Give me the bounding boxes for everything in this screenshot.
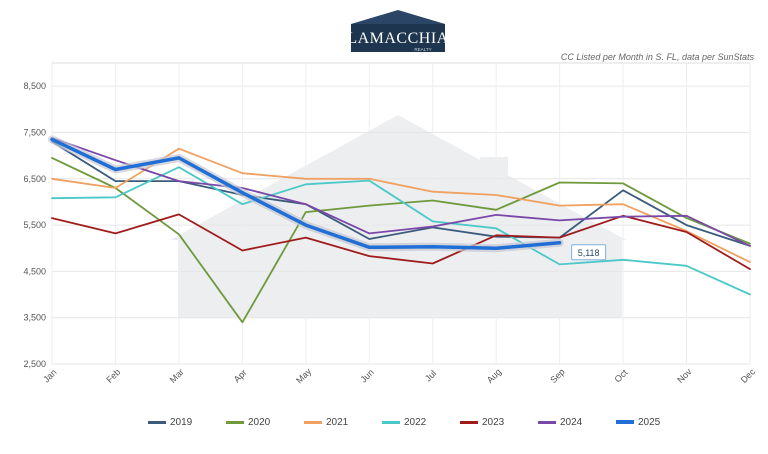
legend-label: 2022: [404, 416, 427, 428]
legend-item-2024[interactable]: 2024: [538, 415, 582, 429]
annotation-label: 5,118: [578, 248, 600, 258]
legend-label: 2023: [482, 416, 505, 428]
legend-swatch: [616, 420, 634, 424]
annotation-box: [571, 244, 607, 261]
y-axis: 2,500 3,500 4,500 5,500 6,500 7,500 8,500: [23, 81, 46, 369]
legend-item-2021[interactable]: 2021: [304, 415, 348, 429]
legend-swatch: [460, 420, 478, 424]
legend-item-2022[interactable]: 2022: [382, 415, 426, 429]
logo-roof-icon: [351, 10, 445, 24]
legend-label: 2019: [170, 416, 193, 428]
watermark: LAMACCHIA REALTY: [170, 115, 626, 318]
series-line-2025: [50, 137, 562, 250]
x-tick-label: Nov: [675, 366, 694, 385]
series-line-2020: [51, 156, 751, 324]
grid: [51, 62, 751, 365]
lamacchia-logo: LAMACCHIA REALTY: [349, 10, 447, 52]
x-axis: Jan Feb Mar Apr May Jun Jul Aug Sep Oct Nov Dec: [41, 366, 757, 385]
legend-item-2025[interactable]: 2025: [616, 415, 660, 429]
x-tick-label: Feb: [104, 367, 122, 385]
legend-label: 2024: [560, 416, 583, 428]
watermark-tagline: REALTY: [508, 292, 592, 317]
y-tick-label: 7,500: [23, 127, 46, 137]
legend-label: 2020: [248, 416, 271, 428]
annotation: 5,118: [571, 244, 607, 261]
y-tick-label: 8,500: [23, 81, 46, 91]
x-tick-label: Jul: [423, 368, 438, 383]
x-tick-label: May: [294, 366, 313, 385]
legend-swatch: [304, 420, 322, 424]
series-line-2021: [51, 147, 751, 264]
legend-swatch: [148, 420, 166, 424]
y-tick-label: 2,500: [23, 359, 46, 369]
y-tick-label: 6,500: [23, 174, 46, 184]
x-tick-label: Jun: [358, 367, 375, 384]
x-tick-label: Dec: [739, 366, 758, 385]
y-tick-label: 3,500: [23, 313, 46, 323]
watermark-wordmark: LAMACCHIA: [210, 228, 586, 296]
y-tick-label: 4,500: [23, 266, 46, 276]
series-line-2022: [51, 166, 751, 296]
legend-swatch: [382, 420, 400, 424]
logo-plate: [351, 24, 445, 52]
legend-label: 2021: [326, 416, 349, 428]
watermark-roof: [170, 115, 626, 240]
series-line-2023: [51, 213, 751, 271]
legend-item-2019[interactable]: 2019: [148, 415, 192, 429]
watermark-window-icon: [480, 157, 508, 185]
x-tick-label: Aug: [485, 367, 503, 385]
y-tick-label: 5,500: [23, 220, 46, 230]
legend-item-2023[interactable]: 2023: [460, 415, 504, 429]
legend-swatch: [226, 420, 244, 424]
logo-wordmark: LAMACCHIA: [349, 30, 447, 47]
logo-tagline: REALTY: [414, 47, 431, 52]
chart-subtitle: CC Listed per Month in S. FL, data per S…: [560, 52, 754, 62]
legend-swatch: [538, 420, 556, 424]
series-line-2024: [51, 137, 751, 247]
x-tick-label: Mar: [168, 367, 186, 385]
x-tick-label: Jan: [41, 367, 58, 384]
series-line-2019: [51, 140, 751, 247]
x-tick-label: Apr: [232, 367, 249, 384]
x-tick-label: Oct: [612, 367, 629, 384]
legend-label: 2025: [638, 416, 661, 428]
series-lines: [48, 135, 751, 324]
x-tick-label: Sep: [548, 367, 566, 385]
legend-item-2020[interactable]: 2020: [226, 415, 270, 429]
